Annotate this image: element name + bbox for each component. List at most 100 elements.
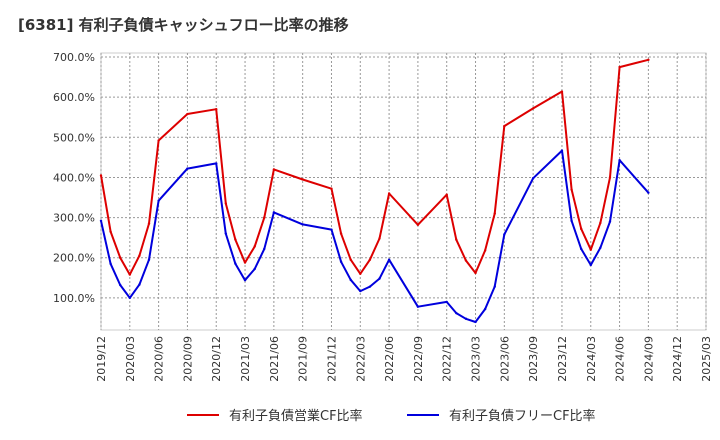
- data-point: [99, 219, 103, 223]
- data-point: [570, 188, 573, 191]
- data-point: [339, 260, 343, 263]
- legend-label-2: 有利子負債フリーCF比率: [449, 408, 596, 424]
- x-tick-label: 2020/12: [210, 336, 223, 382]
- data-point: [503, 233, 506, 236]
- data-point: [368, 285, 372, 288]
- series-line-2: [100, 149, 650, 323]
- x-tick-label: 2022/09: [412, 336, 425, 382]
- x-tick-label: 2021/03: [239, 336, 252, 382]
- data-point: [359, 272, 362, 275]
- x-tick-label: 2025/03: [700, 336, 713, 382]
- y-tick-label: 300.0%: [53, 212, 95, 225]
- data-point: [647, 191, 650, 194]
- data-point: [608, 176, 612, 179]
- series-lines: [99, 58, 650, 324]
- data-point: [263, 216, 266, 219]
- data-point: [109, 262, 112, 265]
- data-point: [119, 283, 122, 287]
- x-tick-label: 2022/12: [441, 336, 454, 382]
- data-point: [138, 283, 141, 286]
- x-tick-label: 2020/06: [153, 336, 166, 382]
- data-point: [119, 256, 122, 259]
- data-point: [224, 202, 228, 205]
- y-tick-label: 700.0%: [53, 51, 95, 64]
- data-point: [330, 228, 333, 231]
- data-point: [531, 107, 535, 110]
- data-point: [579, 247, 583, 251]
- data-point: [464, 317, 468, 320]
- data-point: [147, 258, 151, 261]
- data-point: [599, 221, 602, 225]
- data-point: [234, 238, 237, 241]
- data-point: [234, 262, 237, 265]
- data-point: [474, 320, 477, 324]
- data-point: [215, 162, 218, 165]
- grid: [100, 53, 707, 330]
- legend: 有利子負債営業CF比率 有利子負債フリーCF比率: [187, 408, 596, 424]
- y-axis: 100.0% 200.0% 300.0% 400.0% 500.0% 600.0% 700.…: [53, 51, 95, 305]
- data-point: [618, 158, 621, 162]
- data-point: [483, 307, 487, 311]
- data-point: [99, 174, 103, 177]
- x-tick-label: 2023/06: [498, 336, 511, 382]
- data-point: [387, 258, 391, 261]
- data-point: [359, 289, 362, 293]
- x-tick-label: 2021/12: [325, 336, 338, 382]
- data-point: [243, 279, 247, 282]
- data-point: [301, 223, 304, 226]
- x-tick-label: 2023/09: [527, 336, 540, 382]
- data-point: [618, 65, 621, 69]
- data-point: [570, 219, 573, 223]
- data-point: [445, 300, 448, 304]
- data-point: [253, 267, 256, 271]
- data-point: [589, 248, 592, 251]
- data-point: [147, 222, 151, 225]
- series-line-1: [100, 58, 649, 276]
- data-point: [157, 199, 160, 202]
- data-point: [416, 223, 420, 227]
- x-tick-label: 2024/09: [642, 336, 655, 382]
- legend-label-1: 有利子負債営業CF比率: [229, 408, 363, 424]
- data-point: [368, 258, 372, 261]
- data-point: [109, 230, 112, 233]
- data-point: [483, 249, 487, 252]
- data-point: [378, 237, 381, 240]
- x-tick-label: 2020/03: [124, 336, 137, 382]
- data-point: [272, 211, 276, 214]
- data-point: [339, 232, 343, 235]
- data-point: [138, 254, 141, 257]
- data-point: [455, 311, 458, 315]
- data-point: [493, 212, 496, 215]
- data-point: [272, 168, 276, 171]
- x-tick-label: 2021/09: [297, 336, 310, 382]
- data-point: [474, 271, 477, 275]
- data-point: [301, 178, 304, 181]
- data-point: [387, 192, 391, 195]
- data-point: [560, 149, 564, 152]
- x-tick-label: 2024/03: [585, 336, 598, 382]
- y-tick-label: 600.0%: [53, 91, 95, 104]
- data-point: [608, 220, 612, 223]
- data-point: [157, 139, 160, 142]
- data-point: [647, 58, 650, 62]
- data-point: [599, 246, 602, 249]
- data-point: [493, 285, 496, 288]
- y-tick-label: 200.0%: [53, 252, 95, 265]
- data-point: [253, 245, 256, 248]
- x-tick-label: 2024/12: [671, 336, 684, 382]
- data-point: [186, 112, 189, 116]
- data-point: [349, 258, 352, 261]
- data-point: [128, 296, 132, 300]
- chart-title: [6381] 有利子負債キャッシュフロー比率の推移: [18, 16, 349, 34]
- data-point: [445, 193, 448, 196]
- data-point: [128, 273, 132, 276]
- data-point: [416, 305, 420, 308]
- x-tick-label: 2019/12: [95, 336, 108, 382]
- x-tick-label: 2020/09: [181, 336, 194, 382]
- x-tick-label: 2023/12: [556, 336, 569, 382]
- x-tick-label: 2022/03: [354, 336, 367, 382]
- x-tick-label: 2022/06: [383, 336, 396, 382]
- y-tick-label: 100.0%: [53, 292, 95, 305]
- data-point: [503, 124, 506, 128]
